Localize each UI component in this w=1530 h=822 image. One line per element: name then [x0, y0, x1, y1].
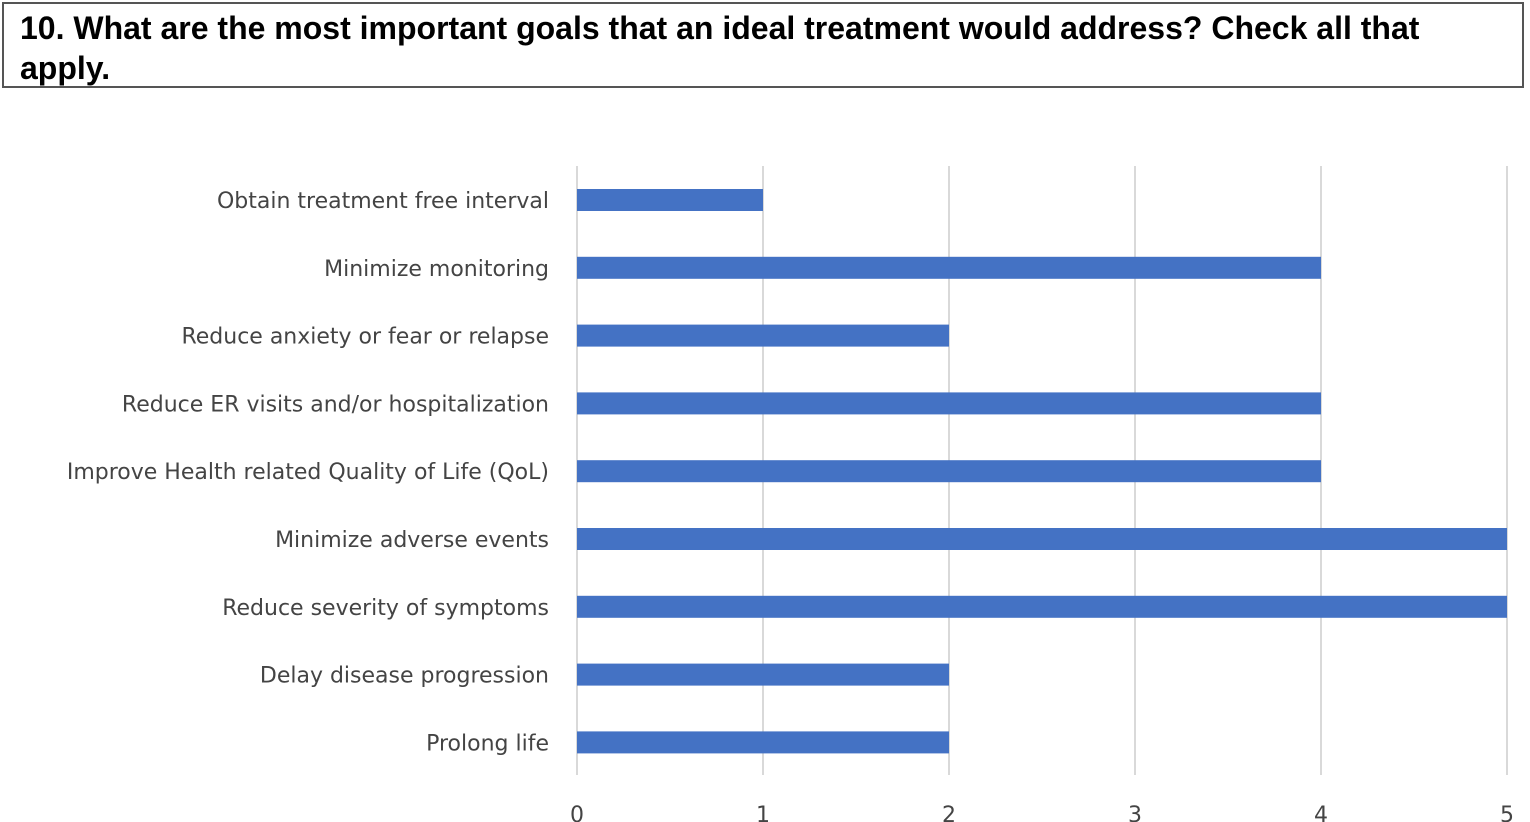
bar [577, 392, 1321, 415]
x-tick-label: 0 [570, 803, 584, 822]
category-label: Reduce anxiety or fear or relapse [181, 325, 549, 350]
x-tick-label: 1 [756, 803, 770, 822]
bar [577, 460, 1321, 483]
category-label: Prolong life [426, 731, 549, 756]
bar [577, 256, 1321, 279]
x-tick-label: 3 [1128, 803, 1142, 822]
bar [577, 189, 763, 211]
bar [577, 528, 1507, 550]
category-label: Reduce severity of symptoms [222, 596, 549, 621]
x-axis-ticks: 0 1 2 3 4 5 [570, 803, 1514, 822]
category-label: Obtain treatment free interval [217, 189, 549, 214]
bar [577, 324, 949, 347]
bar [577, 663, 949, 686]
bar [577, 595, 1507, 618]
category-label: Improve Health related Quality of Life (… [67, 460, 549, 485]
category-label: Delay disease progression [260, 664, 549, 689]
category-label: Minimize adverse events [275, 528, 549, 553]
x-tick-label: 2 [942, 803, 956, 822]
category-labels: Obtain treatment free interval Minimize m… [67, 189, 549, 756]
category-label: Reduce ER visits and/or hospitalization [122, 392, 549, 417]
x-tick-label: 5 [1500, 803, 1514, 822]
category-label: Minimize monitoring [324, 257, 549, 282]
x-tick-label: 4 [1314, 803, 1328, 822]
bar [577, 731, 949, 754]
question-title: 10. What are the most important goals th… [2, 2, 1524, 88]
bars [577, 189, 1507, 754]
